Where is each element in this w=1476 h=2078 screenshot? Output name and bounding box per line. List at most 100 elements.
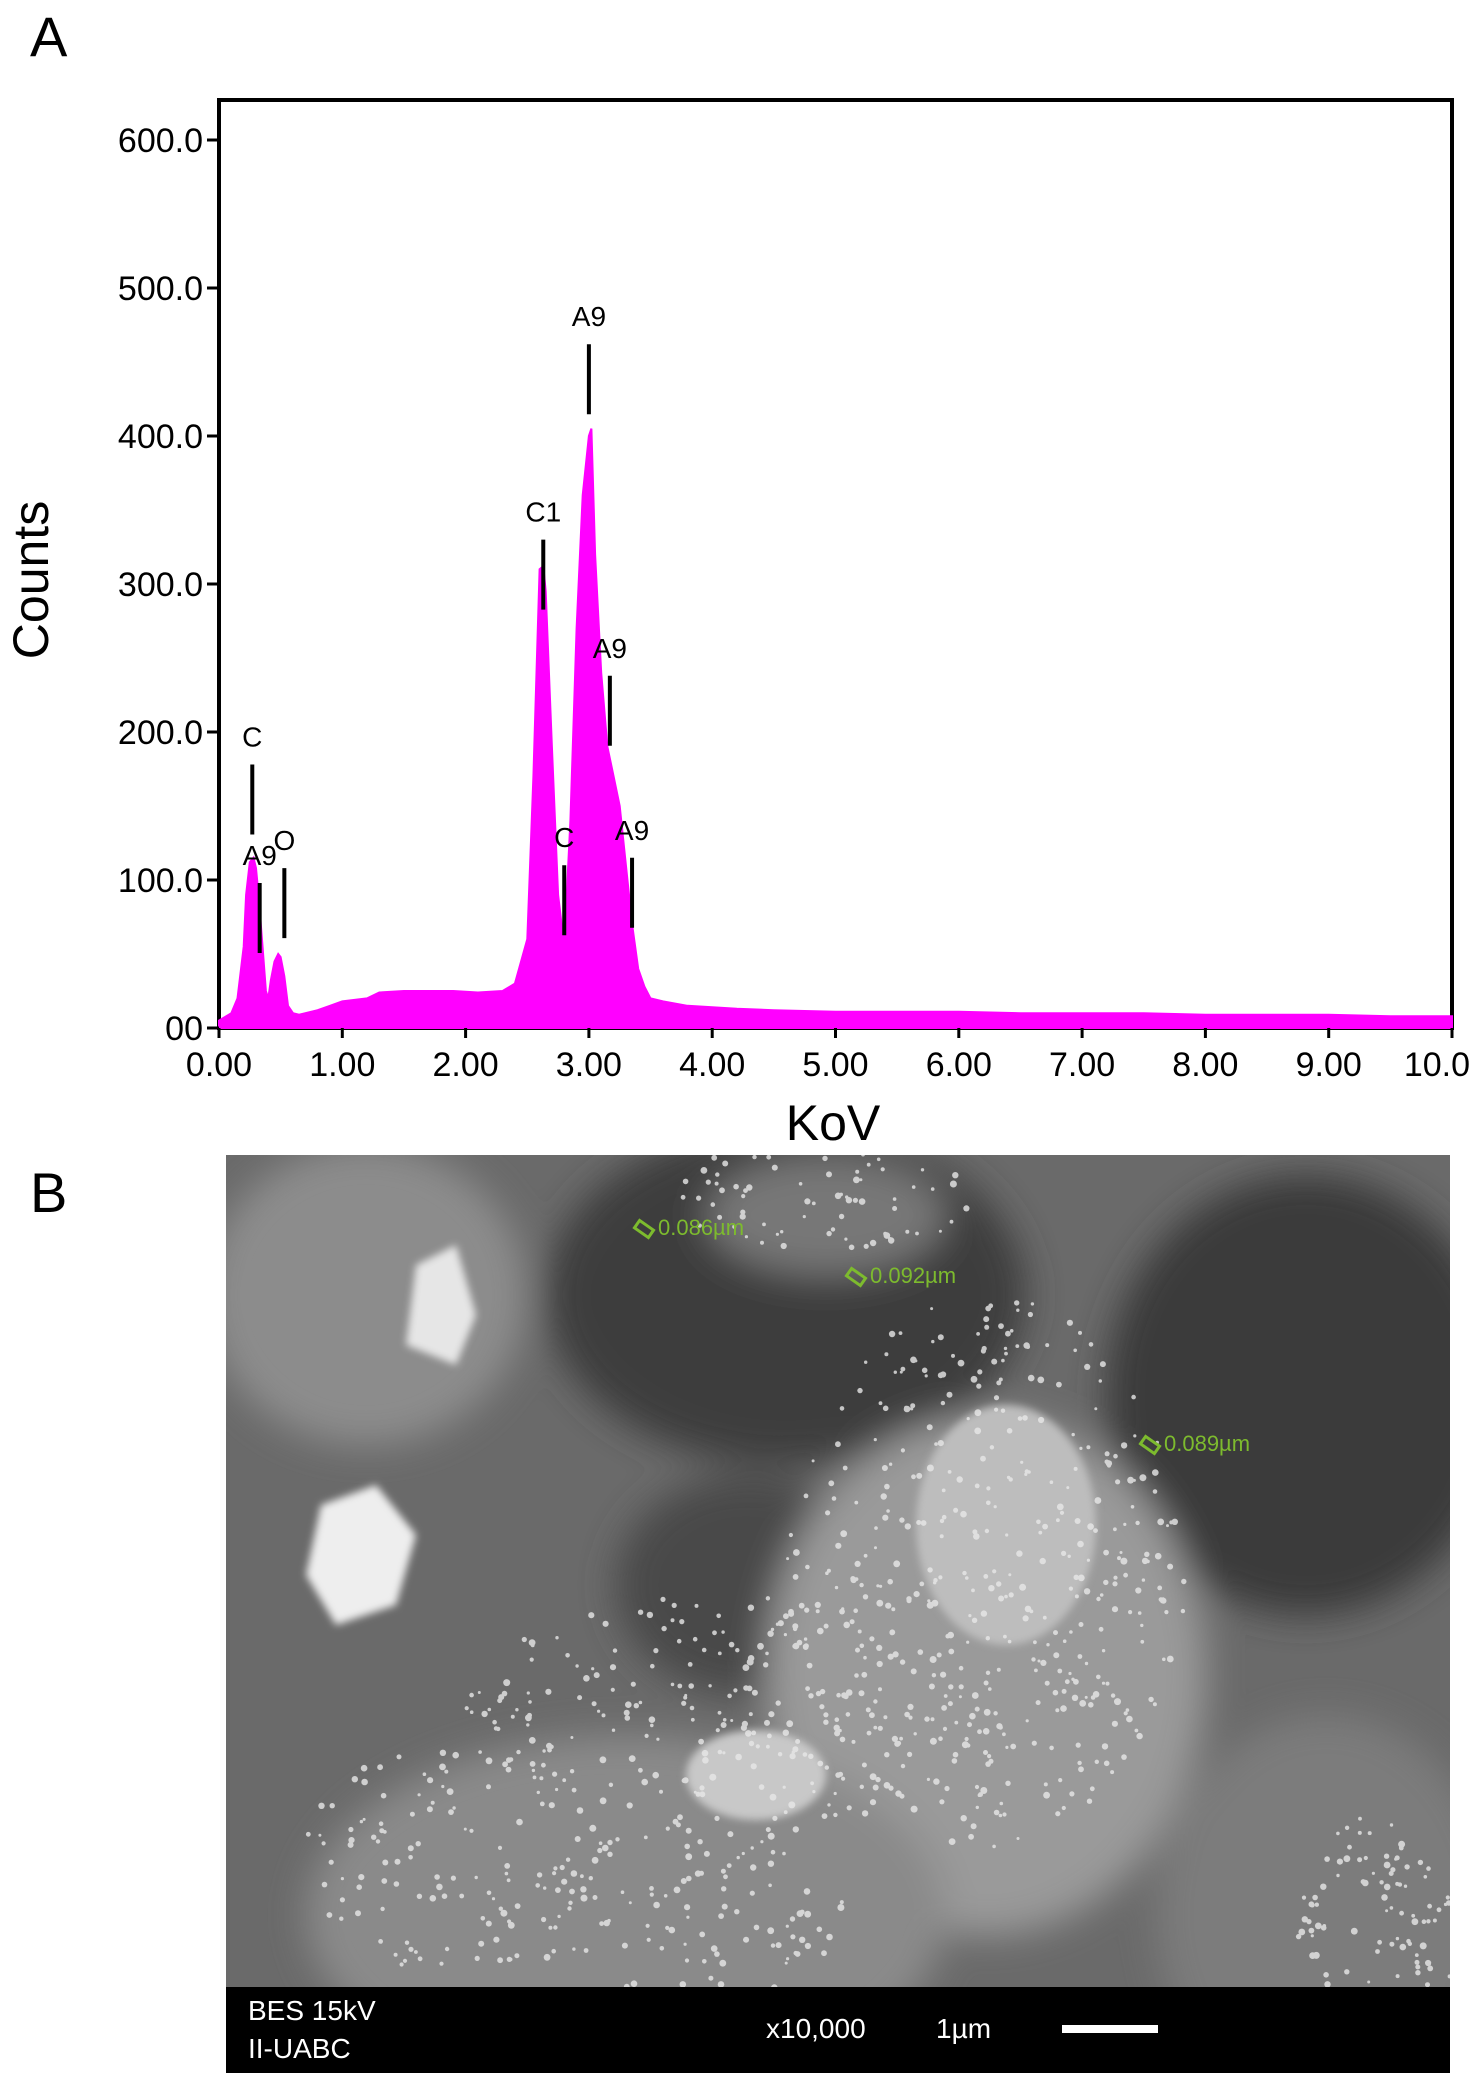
particle-dot	[994, 1407, 999, 1412]
particle-dot	[821, 1950, 827, 1957]
particle-dot	[375, 1839, 381, 1844]
particle-dot	[526, 1691, 530, 1695]
particle-dot	[1037, 1376, 1045, 1384]
particle-dot	[753, 1924, 760, 1931]
particle-dot	[822, 1155, 828, 1162]
particle-dot	[1025, 1719, 1029, 1723]
particle-dot	[696, 1195, 702, 1201]
particle-dot	[1098, 1626, 1104, 1632]
particle-dot	[794, 1951, 801, 1957]
particle-dot	[833, 1812, 838, 1818]
particle-dot	[1157, 1585, 1163, 1591]
particle-dot	[783, 1613, 789, 1620]
particle-dot	[506, 1878, 511, 1883]
particle-dot	[974, 1409, 982, 1417]
particle-dot	[720, 1868, 726, 1874]
particle-dot	[971, 1617, 978, 1623]
particle-dot	[973, 1533, 980, 1540]
particle-dot	[574, 1836, 581, 1842]
particle-dot	[983, 1708, 991, 1716]
particle-dot	[1135, 1520, 1140, 1526]
particle-dot	[1105, 1681, 1110, 1686]
particle-dot	[906, 1596, 912, 1602]
particle-dot	[589, 1824, 597, 1832]
particle-dot	[685, 1853, 693, 1861]
particle-dot	[555, 1787, 559, 1792]
particle-dot	[799, 1936, 806, 1943]
particle-dot	[1008, 1573, 1012, 1577]
particle-dot	[988, 1687, 992, 1691]
particle-dot	[548, 1802, 555, 1809]
measure-marker-icon	[632, 1218, 656, 1240]
particle-dot	[572, 1947, 576, 1951]
particle-dot	[948, 1684, 954, 1690]
particle-dot	[863, 1655, 867, 1660]
particle-dot	[971, 1588, 975, 1593]
peak-label-1: A9	[243, 840, 277, 871]
particle-dot	[940, 1400, 946, 1406]
particle-dot	[548, 1925, 553, 1930]
particle-dot	[593, 1672, 600, 1679]
particle-dot	[937, 1440, 944, 1447]
particle-dot	[305, 1831, 311, 1837]
measure-marker-icon	[844, 1266, 868, 1288]
particle-dot	[886, 1509, 890, 1513]
particle-dot	[1383, 1861, 1391, 1869]
y-tick-label-4: 400.0	[118, 418, 203, 456]
particle-dot	[768, 1883, 772, 1888]
particle-dot	[607, 1851, 613, 1857]
particle-dot	[382, 1859, 389, 1866]
particle-dot	[1008, 1592, 1014, 1598]
particle-dot	[767, 1630, 774, 1637]
particle-dot	[878, 1687, 882, 1692]
particle-dot	[892, 1651, 899, 1658]
particle-dot	[679, 1981, 687, 1988]
particle-dot	[804, 1910, 812, 1918]
particle-dot	[1344, 1969, 1350, 1975]
particle-dot	[840, 1530, 848, 1538]
particle-dot	[717, 1981, 725, 1988]
particle-dot	[783, 1810, 788, 1815]
particle-dot	[1113, 1453, 1118, 1459]
particle-dot	[608, 1782, 614, 1787]
particle-dot	[752, 1155, 757, 1160]
particle-dot	[960, 1815, 967, 1822]
particle-dot	[1079, 1446, 1083, 1450]
particle-dot	[1043, 1782, 1048, 1787]
particle-dot	[968, 1614, 972, 1618]
x-tick-label-10: 10.0	[1404, 1046, 1470, 1084]
particle-dot	[711, 1947, 715, 1951]
measurement-3-label: 0.089µm	[1164, 1431, 1251, 1456]
particle-dot	[727, 1693, 732, 1699]
particle-dot	[1389, 1941, 1395, 1947]
particle-dot	[966, 1640, 970, 1644]
particle-dot	[1077, 1654, 1083, 1659]
particle-dot	[602, 1844, 609, 1852]
peak-label-6: A9	[593, 633, 627, 664]
particle-dot	[1103, 1760, 1110, 1767]
particle-dot	[947, 1470, 952, 1474]
particle-dot	[910, 1668, 917, 1675]
particle-dot	[1414, 1959, 1420, 1965]
particle-dot	[505, 1766, 512, 1773]
particle-dot	[1074, 1594, 1079, 1599]
particle-dot	[682, 1178, 689, 1185]
particle-dot	[889, 1629, 896, 1636]
particle-dot	[626, 1802, 633, 1809]
particle-dot	[1016, 1308, 1020, 1312]
particle-dot	[529, 1761, 536, 1767]
particle-dot	[949, 1180, 957, 1188]
particle-dot	[808, 1753, 814, 1759]
particle-dot	[1113, 1575, 1118, 1580]
particle-dot	[916, 1520, 922, 1525]
particle-dot	[504, 1871, 509, 1876]
particle-dot	[764, 1719, 770, 1726]
particle-dot	[857, 1629, 862, 1634]
particle-dot	[452, 1806, 456, 1810]
particle-dot	[873, 1699, 878, 1704]
particle-dot	[834, 1730, 841, 1737]
x-tick-label-5: 5.00	[802, 1046, 868, 1084]
particle-dot	[884, 1352, 889, 1357]
particle-dot	[528, 1737, 536, 1744]
